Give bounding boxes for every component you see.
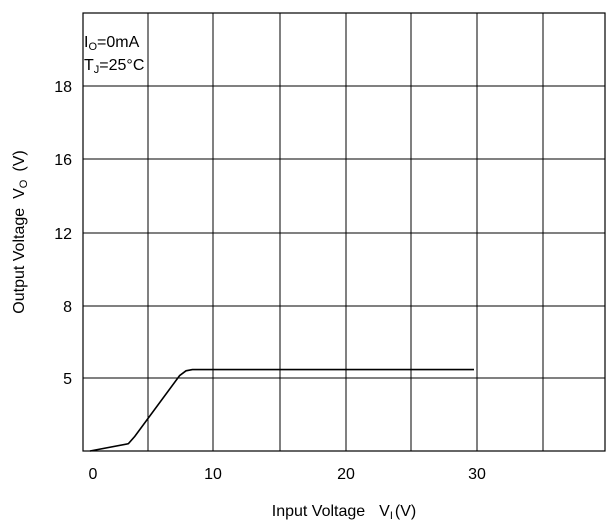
x-axis-label-unit: (V) xyxy=(395,503,416,520)
conditions-annotation: IO=0mA TJ=25°C xyxy=(84,34,144,76)
y-tick-label: 8 xyxy=(63,299,72,316)
x-axis-label-symbol: V xyxy=(379,503,390,520)
y-axis-label-symbol: V xyxy=(11,188,28,199)
y-tick-label: 5 xyxy=(63,371,72,388)
y-axis-label: Output Voltage VO (V) xyxy=(11,150,30,313)
series-line xyxy=(89,368,474,452)
y-tick-label: 12 xyxy=(54,226,72,243)
y-tick-label: 16 xyxy=(54,152,72,169)
x-axis-label-text: Input Voltage xyxy=(272,503,366,520)
x-tick-label: 10 xyxy=(204,466,222,483)
y-axis-label-text: Output Voltage xyxy=(11,208,28,314)
condition-label: TJ=25°C xyxy=(84,57,144,76)
y-axis-label-unit: (V) xyxy=(11,150,28,171)
x-tick-label: 20 xyxy=(337,466,355,483)
grid xyxy=(83,13,605,451)
tick-labels: 0 10 20 30 5 8 12 16 18 xyxy=(54,79,486,483)
plot-area-border xyxy=(82,12,606,452)
x-axis-label-subscript: I xyxy=(390,510,393,522)
condition-label: IO=0mA xyxy=(84,34,140,53)
x-tick-label: 30 xyxy=(468,466,486,483)
x-axis-label: Input Voltage VI (V) xyxy=(272,503,416,522)
y-axis-label-subscript: O xyxy=(18,179,30,188)
x-tick-label: 0 xyxy=(89,466,98,483)
y-tick-label: 18 xyxy=(54,79,72,96)
